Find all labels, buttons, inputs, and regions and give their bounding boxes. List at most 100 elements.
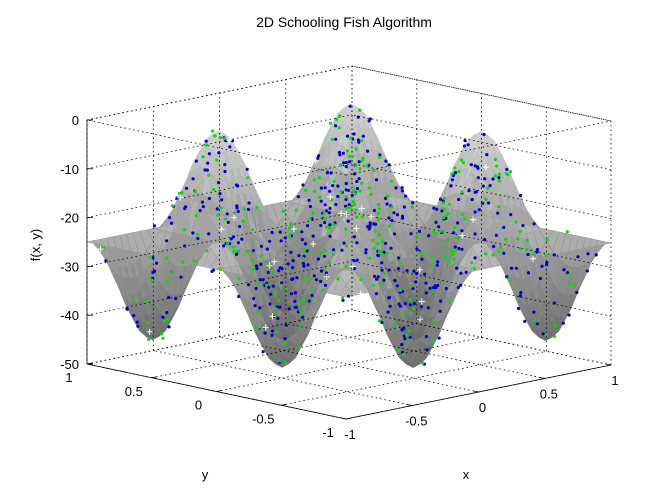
- scatter-point-blue: [319, 186, 323, 190]
- scatter-point-green: [205, 249, 209, 253]
- scatter-point-blue: [393, 279, 397, 283]
- z-tick-label: -10: [60, 162, 79, 177]
- scatter-point-green: [376, 217, 380, 221]
- scatter-point-green: [450, 172, 454, 176]
- scatter-point-blue: [415, 271, 419, 275]
- scatter-point-green: [237, 250, 241, 254]
- scatter-point-blue: [463, 139, 467, 143]
- scatter-point-green: [358, 189, 362, 193]
- scatter-marker-plus: [310, 240, 317, 247]
- scatter-point-blue: [344, 188, 348, 192]
- scatter-point-blue: [246, 207, 251, 211]
- scatter-point-blue: [402, 334, 406, 338]
- scatter-point-green: [377, 319, 381, 323]
- scatter-point-green: [497, 172, 501, 176]
- scatter-point-blue: [482, 132, 486, 137]
- scatter-point-green: [321, 288, 325, 292]
- scatter-point-blue: [183, 244, 187, 248]
- scatter-point-blue: [455, 266, 459, 270]
- scatter-point-green: [327, 226, 332, 230]
- scatter-point-blue: [375, 277, 379, 281]
- scatter-point-green: [332, 222, 336, 227]
- scatter-point-green: [301, 323, 305, 327]
- scatter-point-blue: [295, 276, 299, 280]
- scatter-point-green: [408, 298, 412, 302]
- scatter-point-green: [344, 244, 349, 248]
- scatter-point-blue: [277, 269, 281, 273]
- scatter-point-green: [495, 164, 499, 168]
- scatter-point-blue: [191, 177, 195, 181]
- scatter-point-blue: [459, 283, 463, 287]
- scatter-point-blue: [336, 184, 340, 188]
- scatter-marker-plus: [323, 273, 330, 280]
- scatter-point-blue: [357, 177, 361, 181]
- scatter-point-green: [147, 304, 151, 309]
- scatter-point-blue: [263, 331, 267, 335]
- scatter-point-green: [192, 259, 196, 263]
- scatter-point-blue: [170, 221, 174, 225]
- scatter-point-green: [442, 196, 447, 200]
- scatter-point-green: [377, 250, 381, 254]
- grid-line: [86, 163, 353, 218]
- scatter-point-blue: [356, 115, 360, 119]
- scatter-point-blue: [538, 276, 543, 281]
- scatter-point-green: [302, 248, 306, 252]
- scatter-point-blue: [352, 235, 356, 239]
- scatter-point-blue: [460, 247, 464, 251]
- scatter-point-green: [568, 282, 572, 286]
- y-tick-mark: [281, 403, 287, 406]
- scatter-point-blue: [424, 281, 428, 285]
- scatter-point-blue: [576, 255, 580, 259]
- scatter-point-green: [365, 163, 369, 167]
- scatter-point-blue: [355, 258, 359, 262]
- scatter-point-green: [150, 278, 154, 282]
- scatter-point-blue: [414, 280, 418, 284]
- scatter-point-blue: [234, 183, 239, 187]
- scatter-point-blue: [376, 275, 380, 279]
- scatter-point-blue: [459, 271, 463, 275]
- scatter-point-blue: [424, 291, 428, 295]
- scatter-point-green: [377, 211, 381, 215]
- scatter-point-green: [218, 267, 222, 271]
- scatter-point-green: [338, 114, 342, 118]
- scatter-point-blue: [191, 231, 195, 235]
- scatter-point-green: [223, 217, 228, 221]
- scatter-point-green: [442, 216, 446, 220]
- scatter-point-blue: [376, 253, 380, 258]
- scatter-point-blue: [386, 310, 390, 314]
- scatter-point-green: [508, 170, 513, 174]
- scatter-point-blue: [338, 153, 342, 157]
- scatter-point-blue: [136, 324, 140, 328]
- scatter-point-green: [255, 205, 259, 209]
- scatter-point-blue: [217, 181, 221, 185]
- scatter-point-green: [344, 195, 348, 199]
- scatter-point-blue: [168, 216, 172, 220]
- scatter-point-blue: [342, 241, 346, 245]
- scatter-point-green: [412, 307, 416, 311]
- scatter-point-blue: [470, 197, 474, 202]
- scatter-point-blue: [334, 137, 338, 141]
- scatter-point-green: [317, 176, 321, 180]
- scatter-point-blue: [395, 284, 399, 288]
- scatter-point-green: [410, 205, 414, 209]
- scatter-point-blue: [372, 274, 377, 278]
- scatter-point-green: [351, 200, 355, 204]
- scatter-point-green: [430, 289, 435, 293]
- scatter-point-blue: [452, 231, 456, 235]
- scatter-point-blue: [301, 261, 305, 265]
- grid-line: [151, 323, 417, 379]
- scatter-point-green: [289, 222, 293, 226]
- scatter-point-blue: [532, 310, 536, 314]
- scatter-point-blue: [161, 315, 165, 319]
- scatter-point-green: [525, 238, 529, 242]
- scatter-point-blue: [392, 232, 396, 236]
- scatter-point-blue: [270, 329, 275, 333]
- scatter-point-blue: [585, 269, 589, 273]
- scatter-point-blue: [167, 325, 171, 329]
- scatter-point-green: [216, 213, 220, 217]
- scatter-point-blue: [229, 237, 233, 241]
- scatter-point-green: [390, 179, 394, 183]
- scatter-point-blue: [324, 209, 329, 213]
- scatter-marker-plus: [269, 313, 276, 320]
- scatter-point-blue: [474, 190, 478, 194]
